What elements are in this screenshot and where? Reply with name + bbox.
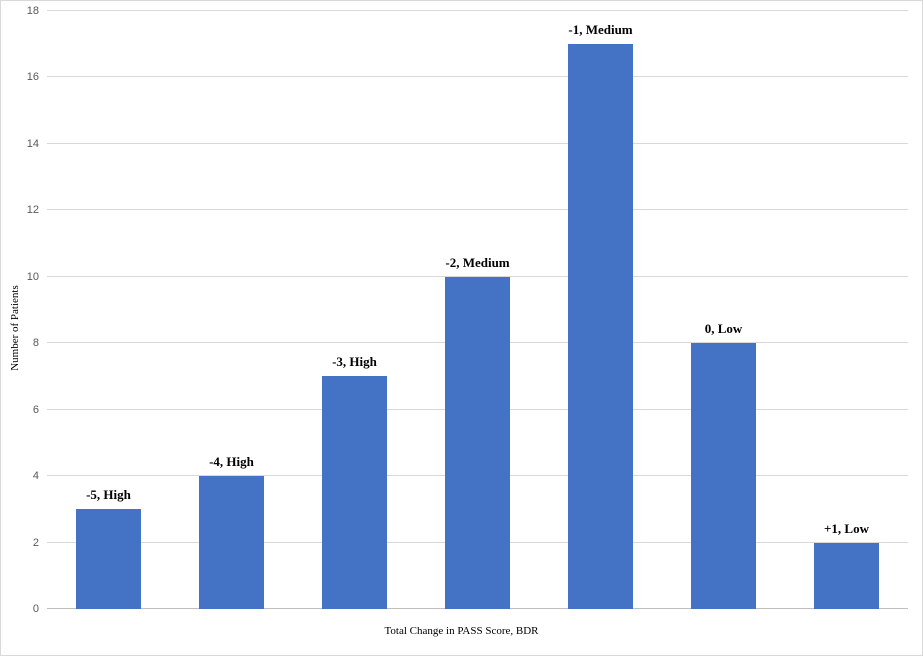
- y-tick-label: 10: [27, 271, 39, 283]
- bar-slot: -3, High: [293, 11, 416, 609]
- plot-area: 024681012141618 -5, High-4, High-3, High…: [47, 11, 908, 609]
- y-tick-label: 12: [27, 204, 39, 216]
- bar-slot: -2, Medium: [416, 11, 539, 609]
- y-tick-label: 8: [33, 337, 39, 349]
- bar: +1, Low: [814, 543, 879, 609]
- bar: -5, High: [76, 509, 141, 609]
- x-axis-title: Total Change in PASS Score, BDR: [1, 625, 922, 637]
- bar-slot: -4, High: [170, 11, 293, 609]
- bar-slot: +1, Low: [785, 11, 908, 609]
- y-tick-label: 4: [33, 470, 39, 482]
- bar-data-label: -4, High: [209, 454, 254, 470]
- chart-container: Number of Patients Total Change in PASS …: [0, 0, 923, 656]
- bar-data-label: -3, High: [332, 354, 377, 370]
- bar: -4, High: [199, 476, 264, 609]
- bar: -3, High: [322, 376, 387, 609]
- bar-data-label: 0, Low: [705, 321, 743, 337]
- y-tick-label: 18: [27, 5, 39, 17]
- bar: -2, Medium: [445, 277, 510, 609]
- bar-data-label: -1, Medium: [568, 22, 632, 38]
- bar-slot: -1, Medium: [539, 11, 662, 609]
- y-tick-label: 2: [33, 537, 39, 549]
- bar-data-label: +1, Low: [824, 521, 869, 537]
- bar-data-label: -5, High: [86, 487, 131, 503]
- y-tick-label: 6: [33, 404, 39, 416]
- bar-slot: 0, Low: [662, 11, 785, 609]
- bar-data-label: -2, Medium: [445, 255, 509, 271]
- y-tick-label: 16: [27, 71, 39, 83]
- bars-group: -5, High -4, High -3, High -2, Medium -1, Me…: [47, 11, 908, 609]
- y-tick-label: 0: [33, 603, 39, 615]
- bar: 0, Low: [691, 343, 756, 609]
- bar: -1, Medium: [568, 44, 633, 609]
- y-axis-title: Number of Patients: [9, 285, 21, 371]
- y-tick-label: 14: [27, 138, 39, 150]
- bar-slot: -5, High: [47, 11, 170, 609]
